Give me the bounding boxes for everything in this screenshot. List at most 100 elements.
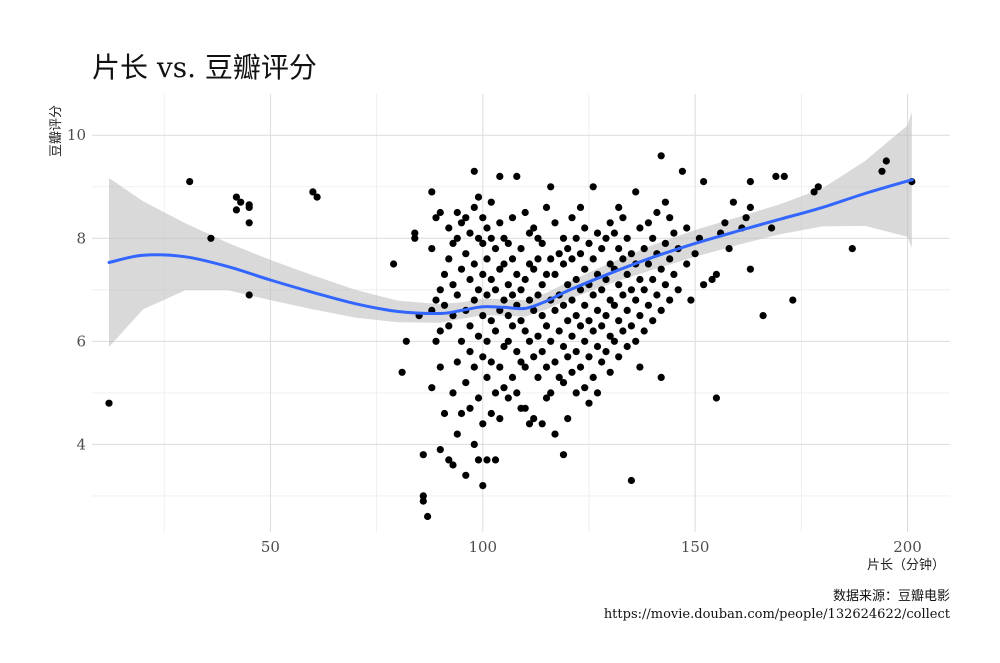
data-point: [666, 214, 674, 222]
data-point: [500, 260, 508, 268]
data-point: [568, 214, 576, 222]
data-point: [810, 188, 818, 196]
data-point: [470, 440, 478, 448]
data-point: [496, 415, 504, 423]
data-point: [496, 172, 504, 180]
data-point: [564, 353, 572, 361]
data-point: [525, 420, 534, 428]
data-point: [547, 337, 555, 345]
data-point: [772, 172, 780, 180]
data-point: [623, 270, 631, 278]
data-point: [491, 389, 500, 397]
data-point: [436, 208, 444, 217]
data-point: [470, 296, 478, 304]
data-point: [721, 219, 729, 227]
data-point: [559, 451, 568, 459]
data-point: [568, 332, 576, 340]
data-point: [525, 337, 534, 345]
data-point: [504, 394, 512, 402]
data-point: [589, 183, 597, 191]
data-point: [470, 363, 478, 371]
data-point: [487, 198, 495, 206]
data-point: [581, 337, 589, 345]
data-point: [589, 291, 597, 299]
y-tick-label: 10: [67, 126, 86, 144]
data-point: [466, 404, 474, 412]
data-point: [440, 270, 449, 278]
data-point: [479, 270, 487, 278]
data-point: [411, 234, 419, 242]
x-tick-label: 100: [468, 538, 497, 556]
data-point: [517, 245, 525, 253]
data-point: [657, 373, 665, 381]
data-point: [683, 260, 691, 268]
data-point: [666, 255, 674, 263]
data-point: [615, 203, 623, 211]
data-point: [491, 327, 500, 335]
data-point: [615, 353, 623, 361]
data-point: [581, 265, 589, 273]
data-point: [237, 198, 245, 206]
data-point: [496, 219, 504, 227]
data-point: [504, 239, 512, 247]
data-point: [666, 296, 674, 304]
data-point: [513, 270, 521, 278]
tick-labels-layer: 50 100 150 200 4 6 8 10: [67, 126, 922, 556]
data-point: [517, 358, 525, 366]
data-point: [555, 373, 563, 381]
data-point: [525, 296, 534, 304]
data-point: [564, 317, 572, 325]
data-point: [585, 239, 593, 247]
data-point: [878, 167, 886, 175]
data-point: [508, 214, 517, 222]
data-point: [657, 152, 665, 160]
data-point: [572, 275, 580, 284]
data-point: [479, 239, 487, 247]
data-point: [513, 389, 521, 397]
data-point: [610, 229, 619, 237]
data-point: [440, 409, 449, 418]
data-point: [445, 224, 453, 232]
data-point: [555, 327, 563, 335]
data-point: [780, 172, 788, 180]
data-point: [453, 291, 461, 299]
data-point: [602, 275, 610, 284]
data-point: [725, 245, 733, 253]
data-point: [576, 250, 585, 258]
data-point: [479, 420, 487, 428]
data-point: [615, 245, 623, 253]
smooth-trend-line: [107, 178, 914, 316]
data-point: [483, 456, 491, 464]
data-point: [483, 255, 491, 263]
data-point: [581, 384, 589, 392]
data-point: [453, 234, 461, 242]
data-point: [474, 234, 483, 242]
data-point: [508, 322, 517, 330]
data-point: [487, 234, 495, 242]
caption-source: 数据来源：豆瓣电影: [833, 589, 950, 604]
data-point: [496, 363, 504, 371]
data-point: [649, 317, 657, 325]
data-point: [398, 368, 406, 376]
data-point: [644, 301, 653, 309]
data-point: [538, 348, 546, 356]
data-point: [530, 265, 538, 273]
data-point: [547, 255, 555, 263]
data-point: [589, 327, 597, 335]
data-point: [640, 245, 648, 253]
data-point: [848, 245, 856, 253]
data-point: [508, 255, 517, 263]
data-point: [186, 178, 194, 186]
data-point: [640, 327, 648, 335]
data-point: [500, 384, 508, 392]
data-point: [483, 291, 491, 299]
data-point: [457, 337, 466, 345]
data-point: [534, 234, 542, 242]
data-point: [615, 317, 623, 325]
data-point: [517, 286, 525, 294]
data-point: [691, 250, 699, 258]
data-point: [470, 260, 478, 268]
data-point: [700, 178, 708, 186]
data-point: [487, 409, 495, 418]
